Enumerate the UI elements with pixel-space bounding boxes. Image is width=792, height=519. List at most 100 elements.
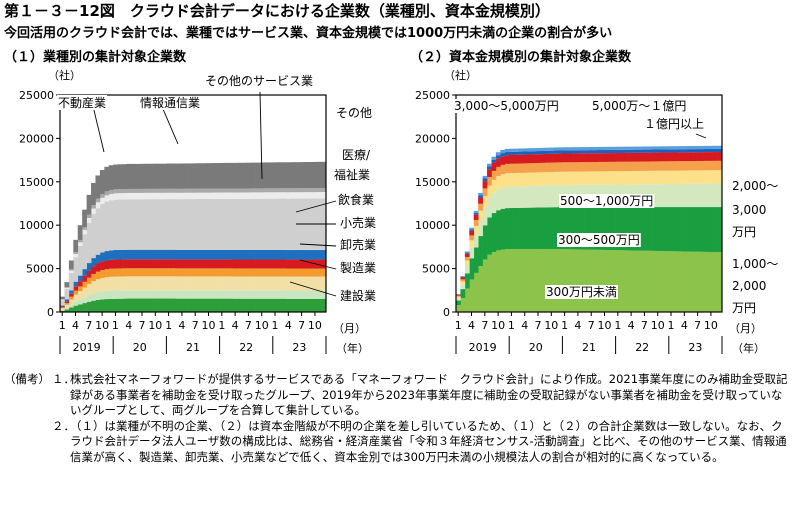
area-segment xyxy=(224,268,229,277)
area-segment xyxy=(686,183,692,208)
year-axis-unit: （年） xyxy=(732,341,765,355)
figure-subtitle: 今回活用のクラウド会計では、業種ではサービス業、資本金規模では1000万円未満の… xyxy=(4,26,613,41)
area-segment xyxy=(290,268,296,277)
area-segment xyxy=(206,298,212,312)
area-segment xyxy=(130,259,136,269)
area-segment xyxy=(659,170,665,185)
area-segment xyxy=(263,290,269,299)
area-segment xyxy=(91,205,96,209)
area-segment xyxy=(117,290,123,299)
area-segment xyxy=(219,290,225,299)
note-number: ２． xyxy=(52,418,75,433)
y-tick-label: 0 xyxy=(47,306,54,319)
area-segment xyxy=(139,259,145,269)
area-segment xyxy=(219,162,225,189)
series-label: 300万円未満 xyxy=(546,285,617,299)
series-label: 小売業 xyxy=(340,215,376,230)
area-segment xyxy=(562,171,568,186)
area-segment xyxy=(277,198,283,250)
area-segment xyxy=(686,149,692,153)
area-segment xyxy=(651,207,656,251)
area-segment xyxy=(122,259,127,269)
area-segment xyxy=(317,268,322,277)
area-segment xyxy=(210,249,216,260)
area-segment xyxy=(201,198,207,250)
area-segment xyxy=(575,171,581,185)
area-segment xyxy=(259,188,265,193)
area-segment xyxy=(126,298,132,312)
area-segment xyxy=(179,199,185,250)
area-segment xyxy=(188,163,194,189)
area-segment xyxy=(321,259,327,269)
area-segment xyxy=(157,199,163,250)
area-segment xyxy=(201,163,207,189)
area-segment xyxy=(682,183,687,208)
area-segment xyxy=(224,298,229,312)
area-segment xyxy=(241,290,247,299)
area-segment xyxy=(580,150,585,154)
area-segment xyxy=(473,220,479,226)
area-segment xyxy=(135,163,141,189)
area-segment xyxy=(104,290,110,300)
area-segment xyxy=(620,207,625,251)
area-segment xyxy=(659,184,665,208)
series-3 xyxy=(60,268,327,309)
area-segment xyxy=(299,259,305,269)
area-segment xyxy=(268,188,274,193)
area-segment xyxy=(589,249,594,312)
area-segment xyxy=(655,250,661,312)
area-segment xyxy=(228,198,234,250)
area-segment xyxy=(86,295,92,302)
area-segment xyxy=(695,152,701,161)
area-segment xyxy=(179,276,185,291)
series-label: その他 xyxy=(336,106,372,120)
area-segment xyxy=(294,290,300,299)
area-segment xyxy=(255,198,260,250)
area-segment xyxy=(206,290,212,299)
area-segment xyxy=(224,290,229,299)
area-segment xyxy=(77,281,83,287)
note-item-1: （備考） １． 株式会社マネーフォワードが提供するサービスである「マネーフォワー… xyxy=(4,372,788,419)
area-segment xyxy=(303,298,309,312)
area-segment xyxy=(526,185,532,208)
area-segment xyxy=(518,148,523,152)
area-segment xyxy=(153,163,158,189)
area-segment xyxy=(68,304,74,308)
area-segment xyxy=(108,259,114,269)
area-segment xyxy=(690,183,696,208)
area-segment xyxy=(549,207,554,250)
area-segment xyxy=(544,172,550,186)
area-segment xyxy=(184,268,189,277)
area-segment xyxy=(487,254,492,312)
area-segment xyxy=(526,172,532,186)
area-segment xyxy=(602,161,608,172)
area-segment xyxy=(206,192,212,199)
area-segment xyxy=(690,152,696,162)
area-segment xyxy=(86,277,92,285)
area-segment xyxy=(500,187,506,209)
area-segment xyxy=(478,203,483,211)
area-segment xyxy=(246,276,251,291)
area-segment xyxy=(117,189,123,194)
area-segment xyxy=(201,268,207,277)
area-segment xyxy=(655,170,661,185)
area-segment xyxy=(272,162,278,189)
area-segment xyxy=(139,290,145,299)
area-segment xyxy=(175,192,181,200)
area-segment xyxy=(184,199,189,250)
year-label: 21 xyxy=(186,341,200,354)
area-segment xyxy=(104,277,110,291)
area-segment xyxy=(491,156,497,160)
x-tick-label: 1 xyxy=(614,319,621,332)
area-segment xyxy=(500,208,506,250)
y-tick-label: 25000 xyxy=(415,89,450,102)
x-tick-label: 1 xyxy=(668,319,675,332)
area-segment xyxy=(531,185,537,208)
area-segment xyxy=(312,276,318,291)
area-segment xyxy=(232,188,238,193)
area-segment xyxy=(695,170,701,184)
area-segment xyxy=(268,249,274,260)
area-segment xyxy=(237,259,243,269)
area-segment xyxy=(682,152,687,162)
area-segment xyxy=(491,213,497,253)
